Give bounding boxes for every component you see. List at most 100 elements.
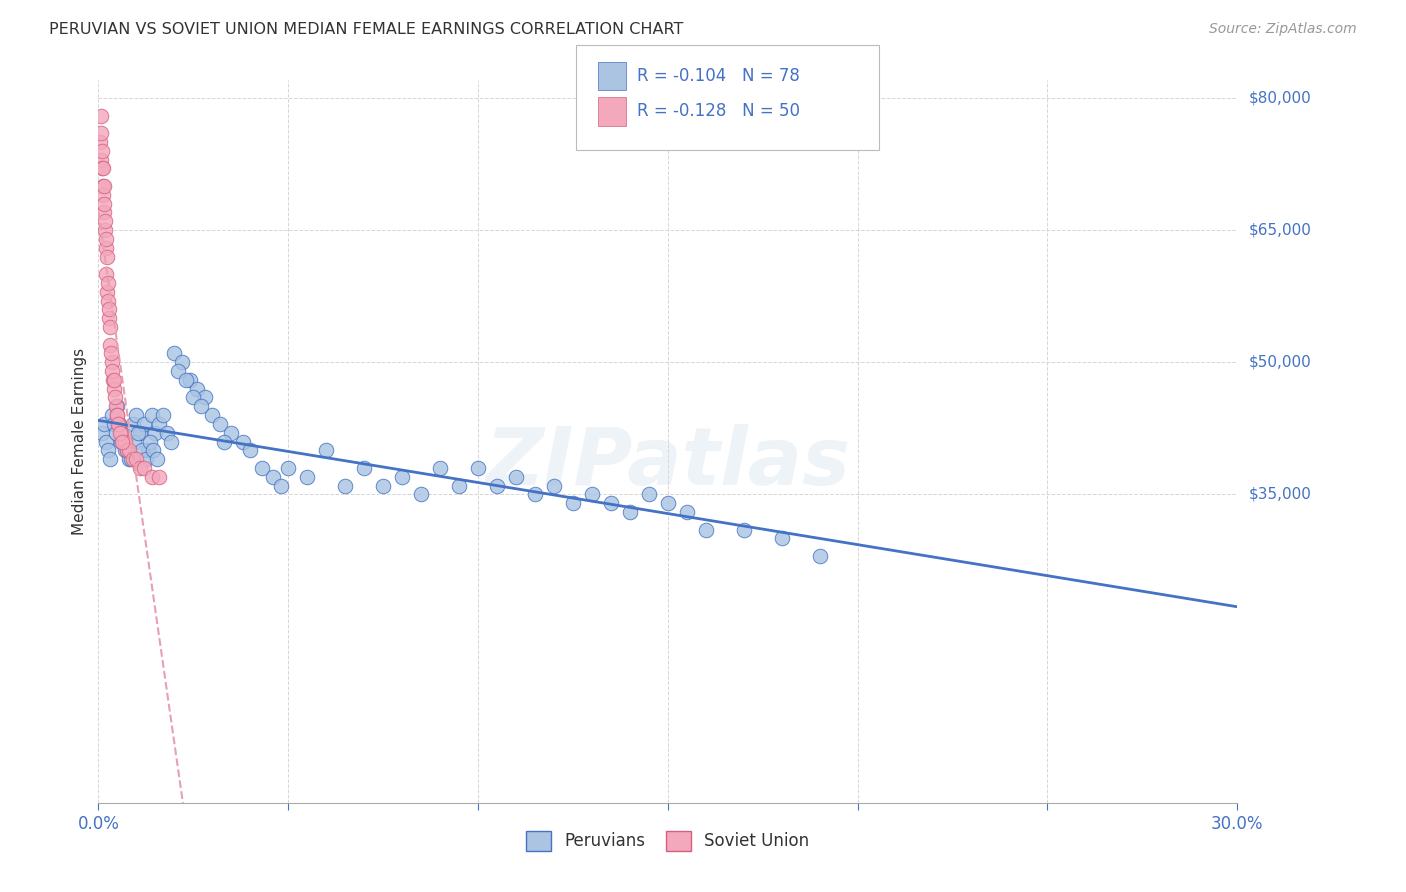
Point	[141, 470, 163, 484]
Point	[115, 443, 138, 458]
Point	[94, 232, 117, 246]
Point	[657, 496, 679, 510]
Point	[159, 434, 181, 449]
Point	[93, 417, 115, 431]
Text: R = -0.128   N = 50: R = -0.128 N = 50	[637, 103, 800, 120]
Point	[100, 346, 122, 360]
Text: $35,000: $35,000	[1249, 487, 1312, 502]
Point	[619, 505, 641, 519]
Point	[107, 408, 129, 422]
Point	[110, 425, 132, 440]
Point	[562, 496, 585, 510]
Point	[208, 417, 231, 431]
Point	[98, 311, 121, 326]
Point	[100, 355, 122, 369]
Point	[212, 434, 235, 449]
Point	[94, 434, 117, 449]
Point	[131, 443, 153, 458]
Point	[136, 443, 159, 458]
Text: PERUVIAN VS SOVIET UNION MEDIAN FEMALE EARNINGS CORRELATION CHART: PERUVIAN VS SOVIET UNION MEDIAN FEMALE E…	[49, 22, 683, 37]
Point	[91, 161, 114, 176]
Point	[89, 135, 111, 149]
Y-axis label: Median Female Earnings: Median Female Earnings	[72, 348, 87, 535]
Point	[194, 391, 217, 405]
Point	[90, 109, 112, 123]
Point	[96, 267, 118, 281]
Point	[108, 425, 131, 440]
Point	[93, 179, 115, 194]
Point	[112, 434, 135, 449]
Point	[96, 276, 118, 290]
Point	[132, 417, 155, 431]
Point	[97, 302, 120, 317]
Point	[429, 461, 451, 475]
Point	[107, 417, 129, 431]
Point	[91, 179, 114, 194]
Point	[179, 373, 201, 387]
Point	[371, 478, 394, 492]
Point	[104, 425, 127, 440]
Point	[114, 443, 136, 458]
Point	[104, 399, 127, 413]
Point	[270, 478, 292, 492]
Text: Source: ZipAtlas.com: Source: ZipAtlas.com	[1209, 22, 1357, 37]
Point	[543, 478, 565, 492]
Point	[90, 161, 112, 176]
Point	[125, 408, 148, 422]
Point	[262, 470, 284, 484]
Point	[142, 443, 165, 458]
Point	[170, 355, 193, 369]
Point	[600, 496, 623, 510]
Point	[118, 452, 141, 467]
Point	[114, 434, 136, 449]
Point	[250, 461, 273, 475]
Point	[112, 434, 135, 449]
Point	[148, 417, 170, 431]
Legend: Peruvians, Soviet Union: Peruvians, Soviet Union	[519, 822, 817, 860]
Point	[118, 443, 141, 458]
Point	[96, 250, 118, 264]
Point	[115, 443, 138, 458]
Point	[183, 391, 205, 405]
Point	[467, 461, 489, 475]
Point	[127, 425, 149, 440]
Point	[93, 187, 115, 202]
Point	[297, 470, 319, 484]
Point	[121, 452, 143, 467]
Point	[335, 478, 357, 492]
Point	[108, 417, 131, 431]
Point	[486, 478, 509, 492]
Point	[90, 153, 112, 167]
Point	[97, 443, 120, 458]
Point	[90, 126, 112, 140]
Point	[101, 364, 124, 378]
Point	[638, 487, 661, 501]
Point	[163, 346, 186, 360]
Point	[103, 417, 125, 431]
Point	[124, 434, 146, 449]
Point	[186, 382, 208, 396]
Point	[98, 337, 121, 351]
Point	[91, 425, 114, 440]
Point	[103, 382, 125, 396]
Point	[96, 285, 118, 299]
Point	[105, 408, 128, 422]
Point	[505, 470, 527, 484]
Point	[104, 391, 127, 405]
Text: R = -0.104   N = 78: R = -0.104 N = 78	[637, 67, 800, 85]
Point	[695, 523, 717, 537]
Point	[93, 196, 115, 211]
Point	[174, 373, 197, 387]
Point	[676, 505, 699, 519]
Point	[315, 443, 337, 458]
Point	[93, 205, 115, 219]
Point	[97, 293, 120, 308]
Point	[391, 470, 413, 484]
Point	[120, 452, 142, 467]
Point	[94, 241, 117, 255]
Point	[100, 408, 122, 422]
Point	[146, 452, 169, 467]
Point	[108, 417, 131, 431]
Text: $80,000: $80,000	[1249, 90, 1312, 105]
Point	[98, 452, 121, 467]
